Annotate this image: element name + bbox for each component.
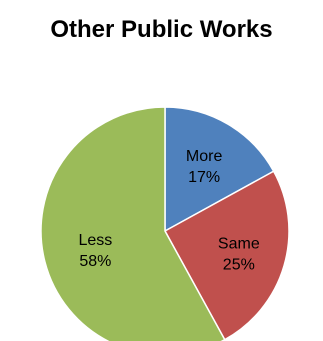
chart-title: Other Public Works bbox=[50, 16, 273, 43]
pie-slice-less bbox=[40, 106, 226, 341]
slice-percent-more: 17% bbox=[188, 169, 220, 186]
pie-slice-same bbox=[163, 170, 290, 341]
slice-percent-same: 25% bbox=[223, 256, 255, 273]
slice-label-more: More bbox=[186, 148, 223, 165]
slice-label-same: Same bbox=[218, 235, 260, 252]
pie-slice-more bbox=[164, 106, 275, 233]
pie-labels: More 17% Same 25% Less 58% bbox=[78, 148, 259, 274]
pie-slices bbox=[40, 106, 290, 341]
slice-percent-less: 58% bbox=[79, 253, 111, 270]
slice-label-less: Less bbox=[78, 232, 112, 249]
